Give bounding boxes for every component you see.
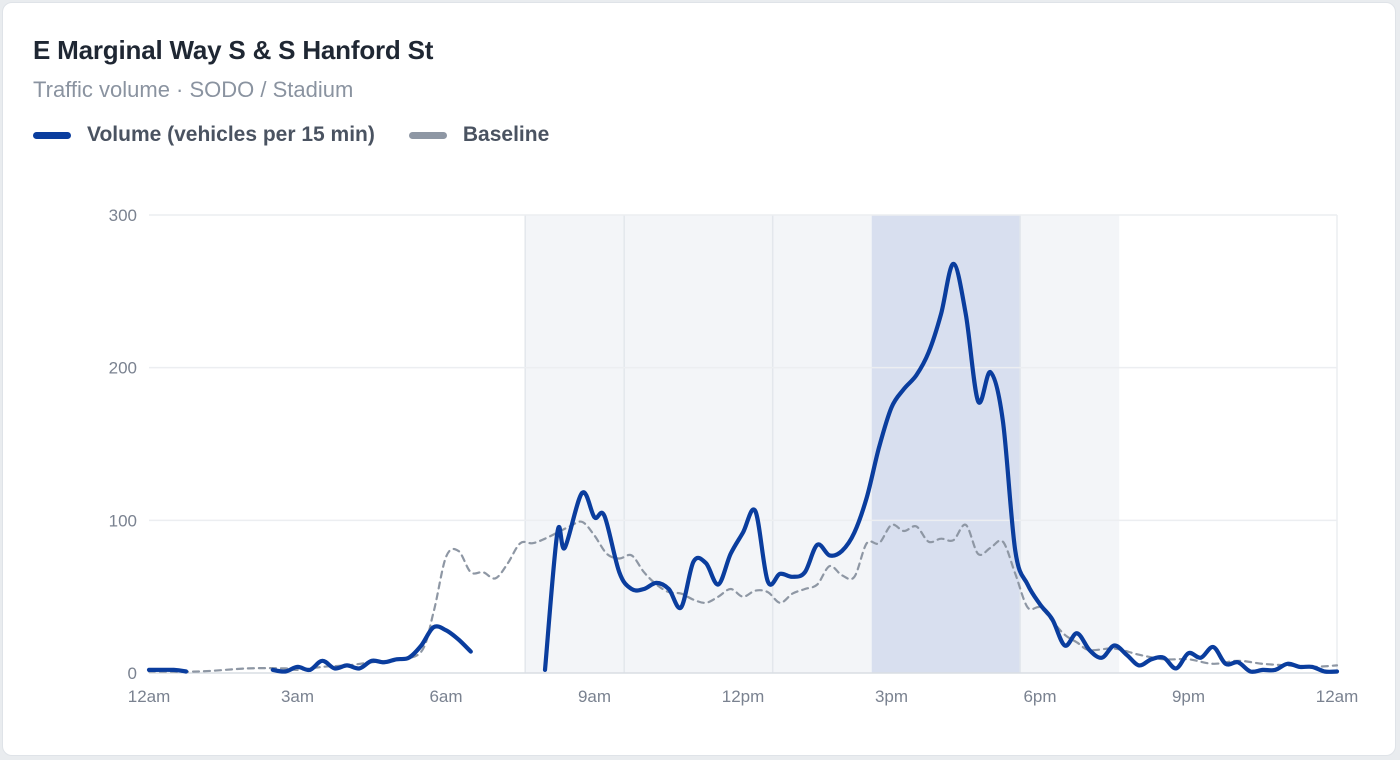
x-tick-label: 3pm xyxy=(875,687,908,706)
legend: Volume (vehicles per 15 min) Baseline xyxy=(33,123,583,147)
shaded-period-1 xyxy=(624,215,773,673)
shaded-period-4 xyxy=(1020,215,1120,673)
series-line-volume-2 xyxy=(542,261,1340,674)
legend-label-baseline: Baseline xyxy=(462,123,550,146)
series-line-volume-0 xyxy=(146,667,189,674)
y-tick-label: 100 xyxy=(109,511,137,530)
x-tick-label: 6am xyxy=(429,687,462,706)
shaded-period-0 xyxy=(525,215,625,673)
legend-item-volume[interactable]: Volume (vehicles per 15 min) xyxy=(33,123,375,147)
legend-swatch-volume xyxy=(33,131,71,139)
legend-swatch-baseline xyxy=(408,131,447,139)
x-tick-label: 12am xyxy=(128,687,171,706)
y-tick-label: 300 xyxy=(109,206,137,225)
y-tick-label: 200 xyxy=(109,359,137,378)
legend-label-volume: Volume (vehicles per 15 min) xyxy=(87,123,375,146)
x-tick-label: 3am xyxy=(281,687,314,706)
x-tick-label: 12pm xyxy=(722,687,765,706)
series-line-volume-1 xyxy=(270,624,473,674)
y-tick-label: 0 xyxy=(128,664,137,683)
series-line-baseline-0 xyxy=(147,520,1339,673)
legend-item-baseline[interactable]: Baseline xyxy=(408,123,550,147)
chart-subtitle: Traffic volume · SODO / Stadium xyxy=(33,77,354,102)
x-tick-label: 9pm xyxy=(1172,687,1205,706)
x-tick-label: 9am xyxy=(578,687,611,706)
chart-title: E Marginal Way S & S Hanford St xyxy=(33,35,434,65)
x-tick-label: 12am xyxy=(1316,687,1359,706)
x-tick-label: 6pm xyxy=(1023,687,1056,706)
shaded-period-2 xyxy=(772,215,872,673)
